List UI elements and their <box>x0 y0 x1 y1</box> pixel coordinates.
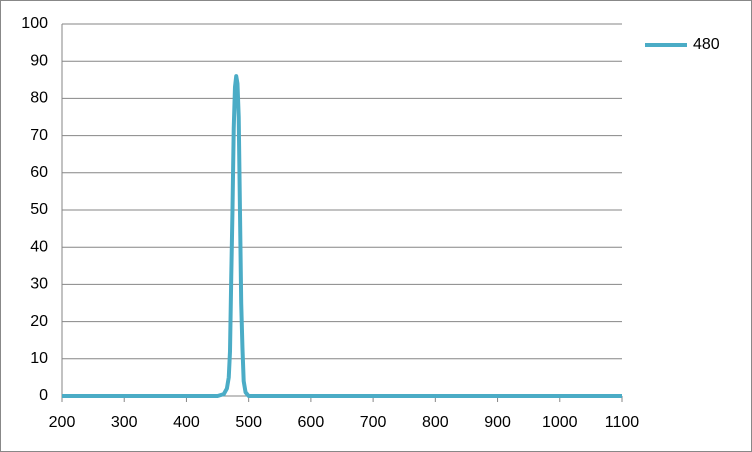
y-tick-label: 20 <box>30 313 48 330</box>
series-line <box>62 74 622 398</box>
y-tick-label: 100 <box>21 15 48 32</box>
x-tick-label: 1000 <box>542 414 578 431</box>
y-tick-label: 80 <box>30 90 48 107</box>
y-tick-label: 0 <box>39 387 48 404</box>
y-tick-label: 60 <box>30 164 48 181</box>
x-tick-label: 500 <box>235 414 262 431</box>
x-tick-label: 800 <box>422 414 449 431</box>
y-tick-label: 50 <box>30 201 48 218</box>
x-tick-label: 700 <box>360 414 387 431</box>
y-tick-label: 40 <box>30 238 48 255</box>
x-tick-label: 200 <box>49 414 76 431</box>
y-tick-label: 30 <box>30 276 48 293</box>
x-tick-label: 400 <box>173 414 200 431</box>
x-tick-label: 600 <box>298 414 325 431</box>
x-tick-label: 900 <box>484 414 511 431</box>
x-tick-label: 1100 <box>605 414 640 431</box>
x-tick-label: 300 <box>111 414 138 431</box>
y-tick-label: 90 <box>30 52 48 69</box>
legend-label: 480 <box>693 36 720 53</box>
y-tick-label: 70 <box>30 127 48 144</box>
y-tick-label: 10 <box>30 350 48 367</box>
